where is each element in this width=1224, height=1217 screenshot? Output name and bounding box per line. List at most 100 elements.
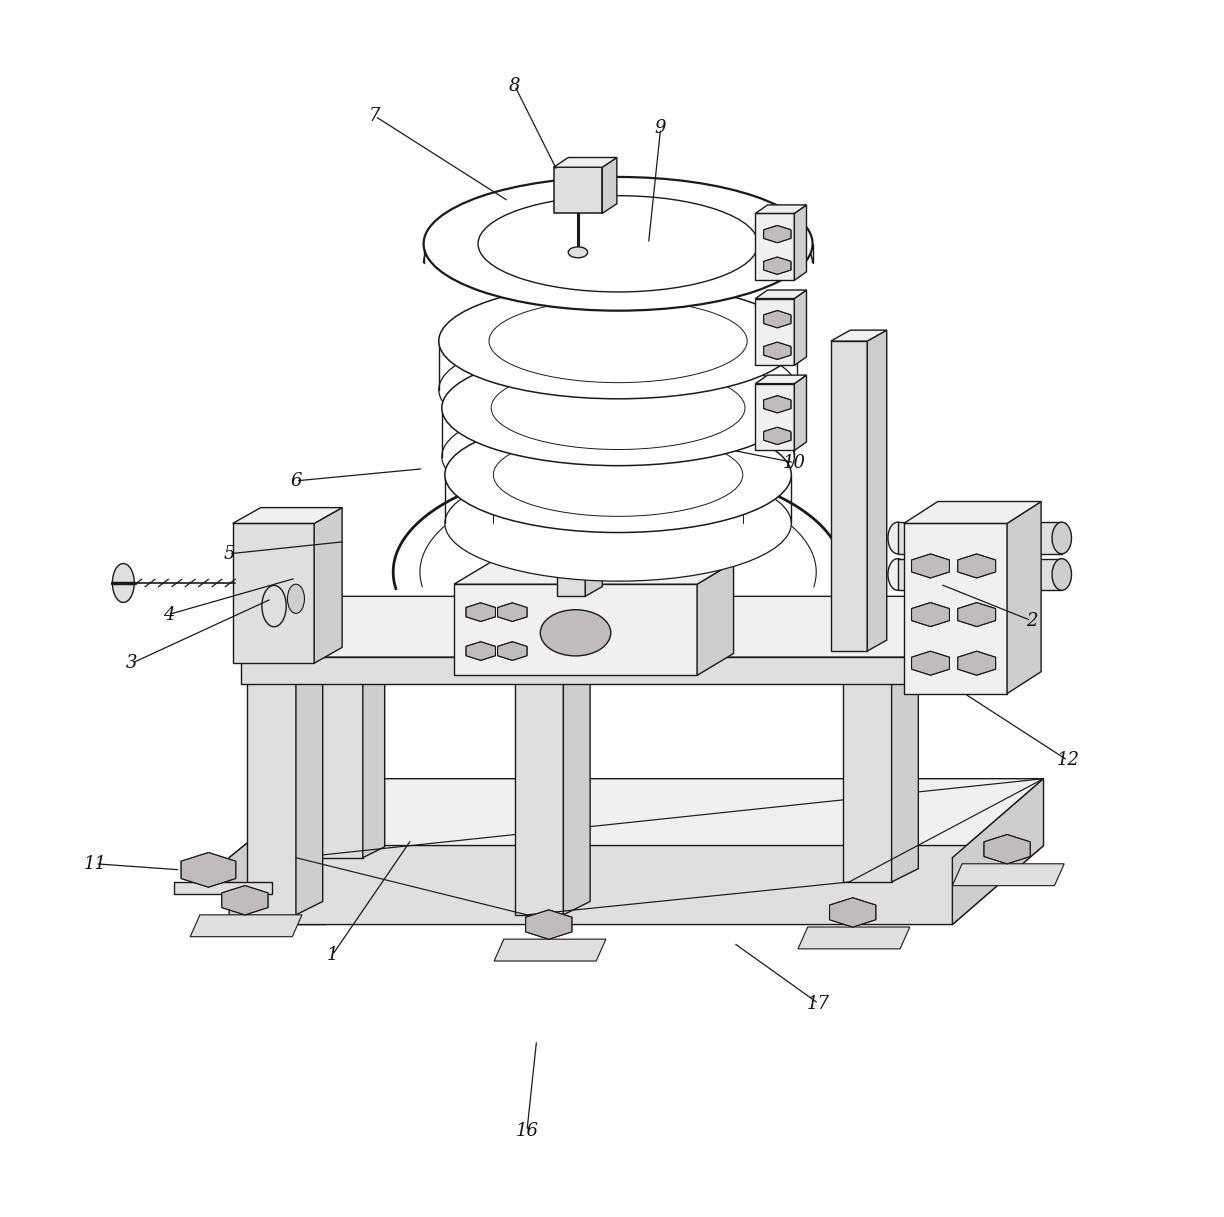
Polygon shape xyxy=(498,641,528,661)
Polygon shape xyxy=(466,641,496,661)
Polygon shape xyxy=(296,644,323,915)
Polygon shape xyxy=(515,650,590,663)
Text: 6: 6 xyxy=(290,472,301,490)
Polygon shape xyxy=(454,584,698,675)
Polygon shape xyxy=(553,167,602,213)
Polygon shape xyxy=(454,562,733,584)
Polygon shape xyxy=(957,602,995,627)
Polygon shape xyxy=(897,522,1061,554)
Ellipse shape xyxy=(1053,522,1071,554)
Polygon shape xyxy=(233,507,343,523)
Polygon shape xyxy=(897,559,1061,590)
Polygon shape xyxy=(241,596,1026,657)
Polygon shape xyxy=(229,779,327,925)
Polygon shape xyxy=(515,663,563,915)
Polygon shape xyxy=(755,375,807,383)
Ellipse shape xyxy=(887,522,907,554)
Polygon shape xyxy=(755,298,794,365)
Text: 8: 8 xyxy=(509,77,520,95)
Polygon shape xyxy=(764,342,791,359)
Polygon shape xyxy=(181,852,236,887)
Polygon shape xyxy=(315,507,343,663)
Text: 17: 17 xyxy=(807,994,830,1013)
Ellipse shape xyxy=(540,610,611,656)
Polygon shape xyxy=(831,330,886,341)
Polygon shape xyxy=(321,640,384,651)
Polygon shape xyxy=(755,204,807,213)
Polygon shape xyxy=(794,204,807,280)
Polygon shape xyxy=(222,886,268,915)
Polygon shape xyxy=(755,290,807,298)
Ellipse shape xyxy=(887,559,907,590)
Text: 16: 16 xyxy=(515,1122,539,1140)
Polygon shape xyxy=(466,602,496,622)
Polygon shape xyxy=(233,523,315,663)
Polygon shape xyxy=(903,501,1042,523)
Ellipse shape xyxy=(1053,559,1071,590)
Polygon shape xyxy=(563,650,590,915)
Polygon shape xyxy=(912,651,950,675)
Polygon shape xyxy=(498,602,528,622)
Polygon shape xyxy=(1007,501,1042,694)
Ellipse shape xyxy=(568,247,588,258)
Polygon shape xyxy=(764,257,791,274)
Text: 12: 12 xyxy=(1056,751,1080,769)
Text: 1: 1 xyxy=(327,946,338,964)
Polygon shape xyxy=(912,602,950,627)
Text: 9: 9 xyxy=(655,119,666,138)
Polygon shape xyxy=(952,779,1044,925)
Polygon shape xyxy=(952,864,1064,886)
Polygon shape xyxy=(903,523,1007,694)
Polygon shape xyxy=(764,427,791,444)
Ellipse shape xyxy=(113,563,135,602)
Text: 11: 11 xyxy=(84,854,106,873)
Ellipse shape xyxy=(479,196,758,292)
Ellipse shape xyxy=(438,332,797,448)
Polygon shape xyxy=(957,554,995,578)
Polygon shape xyxy=(984,835,1031,864)
Ellipse shape xyxy=(444,466,791,582)
Ellipse shape xyxy=(438,284,797,399)
Polygon shape xyxy=(553,157,617,167)
Ellipse shape xyxy=(262,585,286,627)
Polygon shape xyxy=(525,910,572,940)
Text: 2: 2 xyxy=(1026,612,1037,629)
Polygon shape xyxy=(957,651,995,675)
Polygon shape xyxy=(891,644,918,882)
Polygon shape xyxy=(362,640,384,858)
Text: 5: 5 xyxy=(223,545,235,562)
Polygon shape xyxy=(764,225,791,242)
Polygon shape xyxy=(241,657,940,684)
Polygon shape xyxy=(321,651,362,858)
Polygon shape xyxy=(912,554,950,578)
Text: 7: 7 xyxy=(370,107,381,125)
Polygon shape xyxy=(229,779,1044,858)
Polygon shape xyxy=(798,927,909,949)
Polygon shape xyxy=(764,310,791,327)
Polygon shape xyxy=(755,383,794,450)
Polygon shape xyxy=(843,644,918,657)
Polygon shape xyxy=(794,375,807,450)
Polygon shape xyxy=(940,596,1026,684)
Polygon shape xyxy=(190,915,302,937)
Ellipse shape xyxy=(288,584,305,613)
Polygon shape xyxy=(557,329,585,596)
Ellipse shape xyxy=(424,176,813,310)
Ellipse shape xyxy=(444,417,791,533)
Polygon shape xyxy=(247,644,323,657)
Ellipse shape xyxy=(442,350,794,466)
Ellipse shape xyxy=(442,399,794,515)
Polygon shape xyxy=(698,562,733,675)
Polygon shape xyxy=(174,882,272,894)
Polygon shape xyxy=(868,330,886,651)
Text: 4: 4 xyxy=(163,606,174,623)
Polygon shape xyxy=(764,396,791,413)
Polygon shape xyxy=(794,290,807,365)
Polygon shape xyxy=(247,657,296,915)
Polygon shape xyxy=(602,157,617,213)
Polygon shape xyxy=(585,319,602,596)
Text: 10: 10 xyxy=(783,454,805,472)
Polygon shape xyxy=(494,940,606,961)
Polygon shape xyxy=(755,213,794,280)
Polygon shape xyxy=(831,341,868,651)
